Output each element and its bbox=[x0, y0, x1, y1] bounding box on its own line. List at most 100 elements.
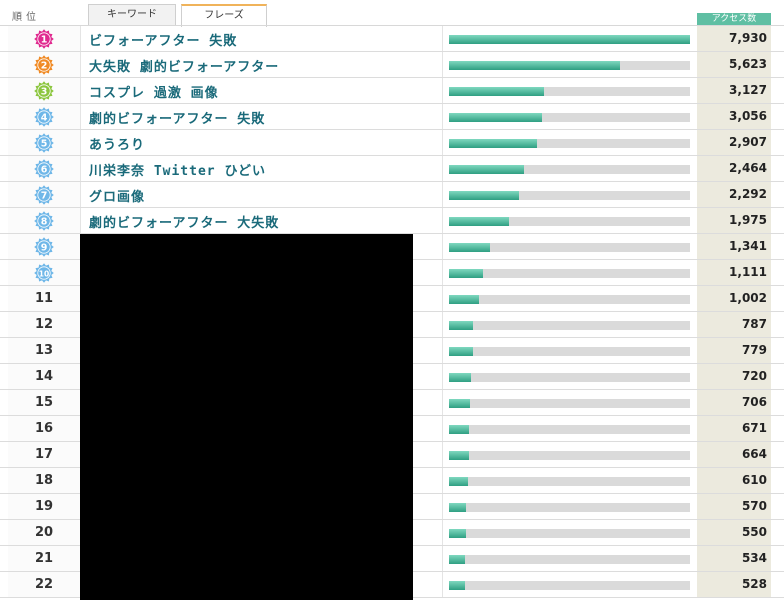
bar-cell bbox=[442, 104, 698, 129]
bar-cell bbox=[442, 52, 698, 77]
rank-badge-icon: 9 bbox=[34, 237, 54, 257]
ranking-header: 順位 キーワード フレーズ アクセス数 bbox=[0, 0, 784, 27]
phrase-link[interactable]: グロ画像 bbox=[89, 190, 146, 205]
access-bar-fill bbox=[449, 87, 544, 96]
access-bar-track bbox=[449, 295, 690, 304]
bar-cell bbox=[442, 312, 698, 337]
bar-cell bbox=[442, 286, 698, 311]
bar-cell bbox=[442, 416, 698, 441]
bar-cell bbox=[442, 156, 698, 181]
rank-number: 16 bbox=[34, 421, 54, 436]
rank-badge-icon: 3 bbox=[34, 81, 54, 101]
rank-number: 14 bbox=[34, 369, 54, 384]
tab-phrase[interactable]: フレーズ bbox=[181, 4, 267, 27]
rank-number: 19 bbox=[34, 499, 54, 514]
access-bar-fill bbox=[449, 217, 509, 226]
access-bar-track bbox=[449, 269, 690, 278]
access-count: 779 bbox=[697, 338, 771, 363]
access-bar-track bbox=[449, 503, 690, 512]
bar-cell bbox=[442, 442, 698, 467]
access-bar-track bbox=[449, 113, 690, 122]
access-bar-track bbox=[449, 217, 690, 226]
access-bar-fill bbox=[449, 477, 468, 486]
access-bar-fill bbox=[449, 113, 542, 122]
rank-number: 22 bbox=[34, 577, 54, 592]
phrase-link[interactable]: ビフォーアフター 失敗 bbox=[89, 34, 238, 49]
rank-badge-number: 3 bbox=[41, 86, 48, 97]
access-count: 534 bbox=[697, 546, 771, 571]
bar-cell bbox=[442, 390, 698, 415]
redaction-box bbox=[80, 234, 413, 600]
bar-cell bbox=[442, 208, 698, 233]
access-count: 1,111 bbox=[697, 260, 771, 285]
access-bar-fill bbox=[449, 373, 471, 382]
rank-badge-number: 10 bbox=[39, 269, 49, 278]
access-bar-track bbox=[449, 87, 690, 96]
access-bar-track bbox=[449, 165, 690, 174]
table-row: 8 劇的ビフォーアフター 大失敗 1,975 bbox=[0, 208, 784, 234]
bar-cell bbox=[442, 468, 698, 493]
access-bar-track bbox=[449, 399, 690, 408]
access-count: 720 bbox=[697, 364, 771, 389]
phrase-link[interactable]: コスプレ 過激 画像 bbox=[89, 86, 219, 101]
phrase-link[interactable]: 劇的ビフォーアフター 大失敗 bbox=[89, 216, 280, 231]
rank-badge-icon: 1 bbox=[34, 29, 54, 49]
access-bar-fill bbox=[449, 139, 537, 148]
rank-badge-number: 5 bbox=[41, 138, 48, 149]
rank-cell bbox=[8, 494, 81, 519]
rank-cell bbox=[8, 468, 81, 493]
rank-badge-icon: 5 bbox=[34, 133, 54, 153]
tab-keyword[interactable]: キーワード bbox=[88, 4, 176, 26]
access-count: 5,623 bbox=[697, 52, 771, 77]
header-divider bbox=[0, 25, 784, 26]
bar-cell bbox=[442, 338, 698, 363]
bar-cell bbox=[442, 546, 698, 571]
rank-column-header: 順位 bbox=[12, 12, 40, 23]
access-bar-fill bbox=[449, 347, 473, 356]
access-count: 787 bbox=[697, 312, 771, 337]
access-bar-fill bbox=[449, 321, 473, 330]
phrase-link[interactable]: あうろり bbox=[89, 138, 146, 153]
rank-badge-number: 8 bbox=[41, 216, 48, 227]
bar-cell bbox=[442, 78, 698, 103]
access-bar-track bbox=[449, 373, 690, 382]
access-bar-track bbox=[449, 243, 690, 252]
rank-cell bbox=[8, 390, 81, 415]
access-bar-fill bbox=[449, 503, 466, 512]
access-bar-fill bbox=[449, 269, 483, 278]
bar-cell bbox=[442, 572, 698, 597]
table-row: 2 大失敗 劇的ビフォーアフター 5,623 bbox=[0, 52, 784, 78]
rank-number: 13 bbox=[34, 343, 54, 358]
bar-cell bbox=[442, 234, 698, 259]
table-row: 1 ビフォーアフター 失敗 7,930 bbox=[0, 26, 784, 52]
table-row: 4 劇的ビフォーアフター 失敗 3,056 bbox=[0, 104, 784, 130]
rank-cell bbox=[8, 546, 81, 571]
rank-badge-icon: 8 bbox=[34, 211, 54, 231]
rank-badge-number: 4 bbox=[41, 112, 48, 123]
table-row: 9 1,341 bbox=[0, 234, 784, 260]
access-count: 2,292 bbox=[697, 182, 771, 207]
access-count: 570 bbox=[697, 494, 771, 519]
rank-cell bbox=[8, 572, 81, 597]
rank-badge-icon: 6 bbox=[34, 159, 54, 179]
rank-badge-number: 7 bbox=[41, 190, 48, 201]
table-row: 3 コスプレ 過激 画像 3,127 bbox=[0, 78, 784, 104]
phrase-link[interactable]: 川栄李奈 Twitter ひどい bbox=[89, 164, 267, 179]
rank-cell bbox=[8, 364, 81, 389]
phrase-link[interactable]: 大失敗 劇的ビフォーアフター bbox=[89, 60, 280, 75]
table-row: 6 川栄李奈 Twitter ひどい 2,464 bbox=[0, 156, 784, 182]
access-bar-fill bbox=[449, 555, 465, 564]
access-bar-track bbox=[449, 451, 690, 460]
rank-badge-icon: 4 bbox=[34, 107, 54, 127]
rank-number: 11 bbox=[34, 291, 54, 306]
access-count-header: アクセス数 bbox=[697, 13, 771, 25]
rank-badge-number: 9 bbox=[41, 242, 48, 253]
rank-number: 21 bbox=[34, 551, 54, 566]
rank-number: 15 bbox=[34, 395, 54, 410]
phrase-link[interactable]: 劇的ビフォーアフター 失敗 bbox=[89, 112, 266, 127]
access-bar-fill bbox=[449, 425, 469, 434]
access-bar-fill bbox=[449, 529, 466, 538]
rank-badge-icon: 7 bbox=[34, 185, 54, 205]
bar-cell bbox=[442, 130, 698, 155]
access-bar-track bbox=[449, 477, 690, 486]
